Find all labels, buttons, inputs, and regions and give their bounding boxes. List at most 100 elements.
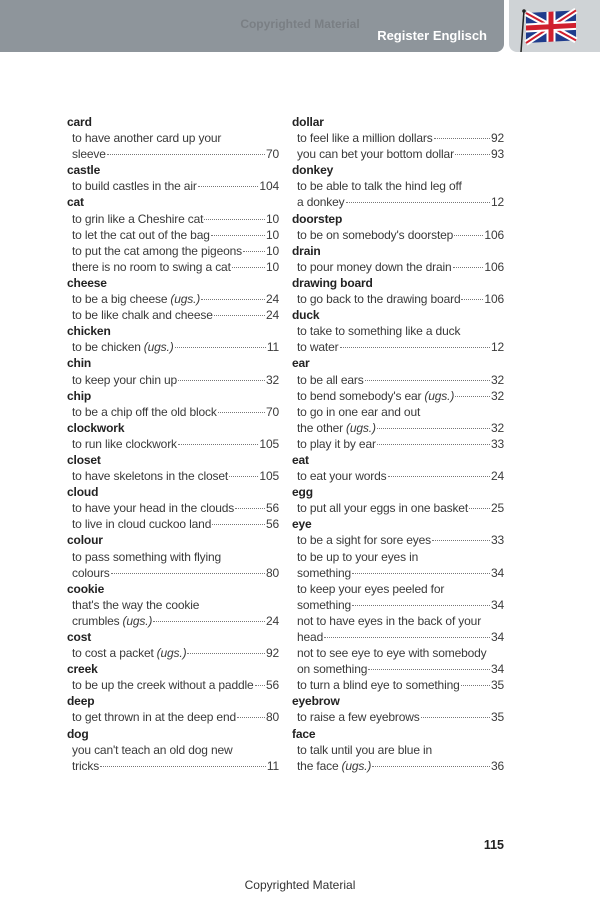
phrase-text: something (297, 597, 352, 612)
index-phrase: the face (ugs.) 36 (292, 758, 504, 774)
index-phrase-line: that's the way the cookie (72, 597, 200, 612)
index-phrase: head 34 (292, 629, 504, 645)
index-headword: egg (292, 485, 313, 500)
page-reference: 56 (265, 678, 279, 693)
phrase-text: to live in cloud cuckoo land (72, 517, 212, 532)
phrase-text: to water (297, 340, 339, 355)
index-phrase: to be up the creek without a paddle 56 (67, 677, 279, 693)
index-phrase-line: to take to something like a duck (297, 324, 461, 339)
index-headword: drain (292, 243, 321, 258)
index-headword: dollar (292, 115, 324, 129)
index-phrase: you can bet your bottom dollar 93 (292, 146, 504, 162)
page-reference: 104 (259, 179, 279, 194)
dot-leader (368, 669, 490, 671)
page-reference: 36 (490, 758, 504, 773)
dot-leader (237, 717, 265, 719)
page-reference: 34 (490, 630, 504, 644)
colloquial-marker: (ugs.) (156, 646, 187, 661)
dot-leader (433, 138, 490, 140)
dot-leader (339, 347, 490, 349)
index-phrase: to be chicken (ugs.) 11 (67, 339, 279, 355)
dot-leader (110, 572, 265, 574)
phrase-text: to put the cat among the pigeons (72, 243, 242, 258)
dot-leader (461, 299, 484, 301)
page-number: 115 (483, 838, 504, 852)
phrase-text: to have skeletons in the closet (72, 469, 229, 484)
page-reference: 33 (490, 533, 504, 548)
index-headword: dog (67, 726, 89, 741)
index-phrase: to be a big cheese (ugs.) 24 (67, 291, 279, 307)
index-phrase: there is no room to swing a cat 10 (67, 259, 279, 275)
index-phrase-line: to pass something with flying (72, 549, 222, 564)
dot-leader (100, 765, 266, 767)
dot-leader (213, 315, 265, 317)
index-headword: chin (67, 356, 92, 371)
union-jack-flag-icon (520, 8, 578, 52)
index-phrase: to be all ears 32 (292, 372, 504, 388)
phrase-text: to be up the creek without a paddle (72, 678, 254, 693)
index-phrase: to raise a few eyebrows 35 (292, 709, 504, 725)
phrase-text: tricks (72, 758, 100, 773)
index-headword: closet (67, 452, 101, 467)
index-phrase: to keep your chin up 32 (67, 372, 279, 388)
page-reference: 10 (265, 259, 279, 274)
index-phrase-line: not to see eye to eye with somebody (297, 646, 487, 661)
phrase-text: there is no room to swing a cat (72, 259, 231, 274)
index-phrase: to feel like a million dollars 92 (292, 130, 504, 146)
phrase-text: to feel like a million dollars (297, 131, 433, 146)
page-reference: 11 (266, 340, 279, 355)
page-reference: 93 (490, 147, 504, 162)
index-phrase: to be a chip off the old block 70 (67, 404, 279, 420)
phrase-text: colours (72, 565, 110, 580)
index-headword: chicken (67, 324, 111, 339)
page-reference: 10 (265, 227, 279, 242)
colloquial-marker: (ugs.) (122, 613, 153, 628)
phrase-text: on something (297, 662, 368, 677)
index-phrase: to be like chalk and cheese 24 (67, 307, 279, 323)
index-headword: cookie (67, 581, 105, 596)
index-phrase: to build castles in the air 104 (67, 178, 279, 194)
index-headword: drawing board (292, 275, 373, 290)
index-phrase: to have skeletons in the closet 105 (67, 468, 279, 484)
index-phrase: to grin like a Cheshire cat 10 (67, 211, 279, 227)
dot-leader (197, 186, 259, 188)
page-reference: 106 (484, 292, 504, 307)
phrase-text: the other (297, 420, 344, 435)
page-reference: 35 (490, 678, 504, 693)
phrase-text: to raise a few eyebrows (297, 710, 420, 725)
dot-leader (243, 250, 265, 252)
phrase-text: to keep your chin up (72, 372, 178, 387)
index-phrase-line: to talk until you are blue in (297, 742, 433, 757)
index-phrase: to run like clockwork 105 (67, 436, 279, 452)
phrase-text: the face (297, 758, 339, 773)
index-headword: creek (67, 662, 98, 677)
index-column-left: card to have another card up your sleeve 70… (67, 114, 279, 774)
phrase-text: to bend somebody's ear (297, 388, 422, 403)
page-reference: 24 (265, 292, 279, 307)
watermark-bottom: Copyrighted Material (244, 878, 356, 892)
phrase-text: to get thrown in at the deep end (72, 710, 236, 725)
dot-leader (204, 218, 265, 220)
index-phrase: the other (ugs.) 32 (292, 420, 504, 436)
page-reference: 11 (266, 758, 279, 773)
index-headword: cloud (67, 485, 99, 500)
page-reference: 34 (490, 662, 504, 677)
index-phrase: to eat your words 24 (292, 468, 504, 484)
index-phrase: to be a sight for sore eyes 33 (292, 532, 504, 548)
index-phrase: something 34 (292, 565, 504, 581)
dot-leader (254, 685, 265, 687)
index-headword: eyebrow (292, 694, 340, 709)
page-reference: 34 (490, 565, 504, 580)
dot-leader (187, 653, 265, 655)
dot-leader (460, 685, 490, 687)
index-phrase-line: not to have eyes in the back of your (297, 613, 482, 628)
index-phrase: on something 34 (292, 661, 504, 677)
index-headword: doorstep (292, 211, 343, 226)
index-phrase: something 34 (292, 597, 504, 613)
colloquial-marker: (ugs.) (424, 388, 455, 403)
page-reference: 92 (265, 646, 279, 661)
phrase-text: to cost a packet (72, 646, 154, 661)
phrase-text: to run like clockwork (72, 436, 177, 451)
page-reference: 92 (490, 131, 504, 146)
index-headword: cheese (67, 275, 107, 290)
